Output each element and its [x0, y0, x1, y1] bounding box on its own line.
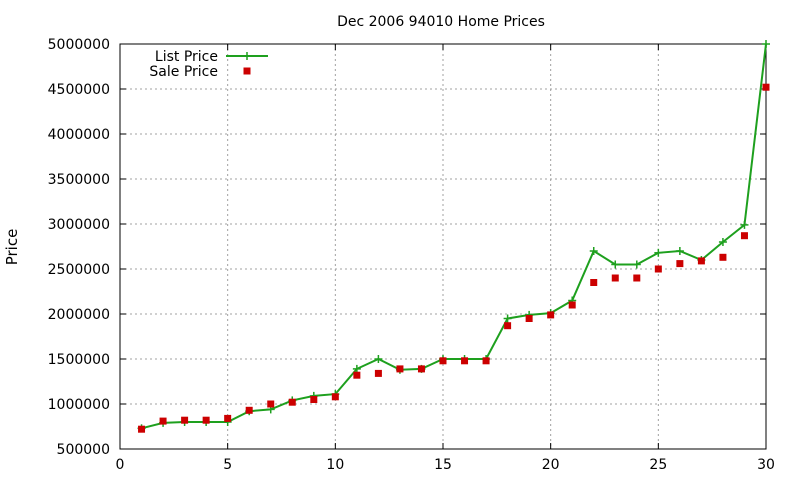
data-point-list-price	[718, 238, 727, 246]
data-point-sale-price	[504, 322, 512, 330]
data-point-sale-price	[654, 265, 662, 273]
y-tick-label: 5000000	[48, 37, 110, 53]
data-point-sale-price	[740, 232, 748, 240]
data-point-sale-price	[547, 311, 555, 319]
data-point-list-price	[589, 247, 598, 255]
series	[137, 40, 770, 433]
x-tick-label: 0	[116, 457, 125, 473]
x-tick-label: 15	[434, 457, 452, 473]
x-tick-label: 10	[326, 457, 344, 473]
y-tick-label: 500000	[57, 442, 110, 458]
data-point-sale-price	[331, 393, 339, 401]
legend-marker-square	[243, 67, 251, 75]
data-point-sale-price	[417, 365, 425, 373]
y-tick-label: 3500000	[48, 172, 110, 188]
data-point-sale-price	[245, 406, 253, 414]
data-point-sale-price	[181, 416, 189, 424]
x-tick-label: 5	[223, 457, 232, 473]
data-point-sale-price	[353, 371, 361, 379]
data-point-sale-price	[461, 357, 469, 365]
data-point-sale-price	[310, 396, 318, 403]
data-point-sale-price	[396, 365, 404, 373]
data-point-list-price	[675, 247, 684, 255]
legend-label: Sale Price	[149, 64, 218, 80]
x-tick-label: 25	[649, 457, 667, 473]
data-point-list-price	[611, 260, 620, 269]
data-point-sale-price	[138, 425, 146, 433]
data-point-sale-price	[482, 357, 490, 365]
y-axis-label: Price	[3, 229, 21, 266]
data-point-list-price	[503, 314, 512, 323]
data-point-sale-price	[224, 414, 232, 422]
data-point-sale-price	[374, 369, 382, 377]
data-point-sale-price	[525, 315, 533, 322]
y-tick-label: 1500000	[48, 352, 110, 368]
series-line-list-price	[141, 43, 767, 430]
x-tick-label: 20	[542, 457, 560, 473]
data-point-list-price	[352, 364, 361, 373]
grid	[120, 44, 766, 449]
data-point-sale-price	[611, 274, 619, 282]
y-tick-label: 4500000	[48, 82, 110, 98]
data-point-sale-price	[676, 260, 684, 268]
data-point-sale-price	[697, 257, 705, 265]
data-point-sale-price	[288, 398, 296, 406]
data-point-sale-price	[568, 301, 576, 309]
y-tick-label: 4000000	[48, 127, 110, 143]
data-point-list-price	[762, 40, 770, 48]
data-point-sale-price	[719, 253, 727, 261]
axes: 0 5 10 15 20 25 30 500000 1000000 1500000 2000000 2…	[48, 37, 775, 473]
data-point-list-price	[632, 260, 641, 269]
data-point-list-price	[654, 248, 663, 257]
legend-marker-plus	[243, 52, 251, 60]
y-tick-label: 1000000	[48, 397, 110, 413]
x-tick-label: 30	[757, 457, 775, 473]
data-point-sale-price	[633, 274, 641, 282]
data-point-list-price	[740, 220, 749, 229]
y-tick-label: 2500000	[48, 262, 110, 278]
chart-title: Dec 2006 94010 Home Prices	[337, 14, 545, 30]
data-point-sale-price	[439, 357, 447, 365]
y-tick-label: 3000000	[48, 217, 110, 233]
data-point-sale-price	[590, 279, 598, 286]
data-point-sale-price	[202, 416, 210, 424]
data-point-list-price	[374, 355, 383, 363]
data-point-sale-price	[762, 83, 770, 91]
y-tick-label: 2000000	[48, 307, 110, 323]
legend-label: List Price	[155, 49, 218, 65]
data-point-sale-price	[267, 400, 275, 408]
data-point-sale-price	[159, 417, 167, 425]
